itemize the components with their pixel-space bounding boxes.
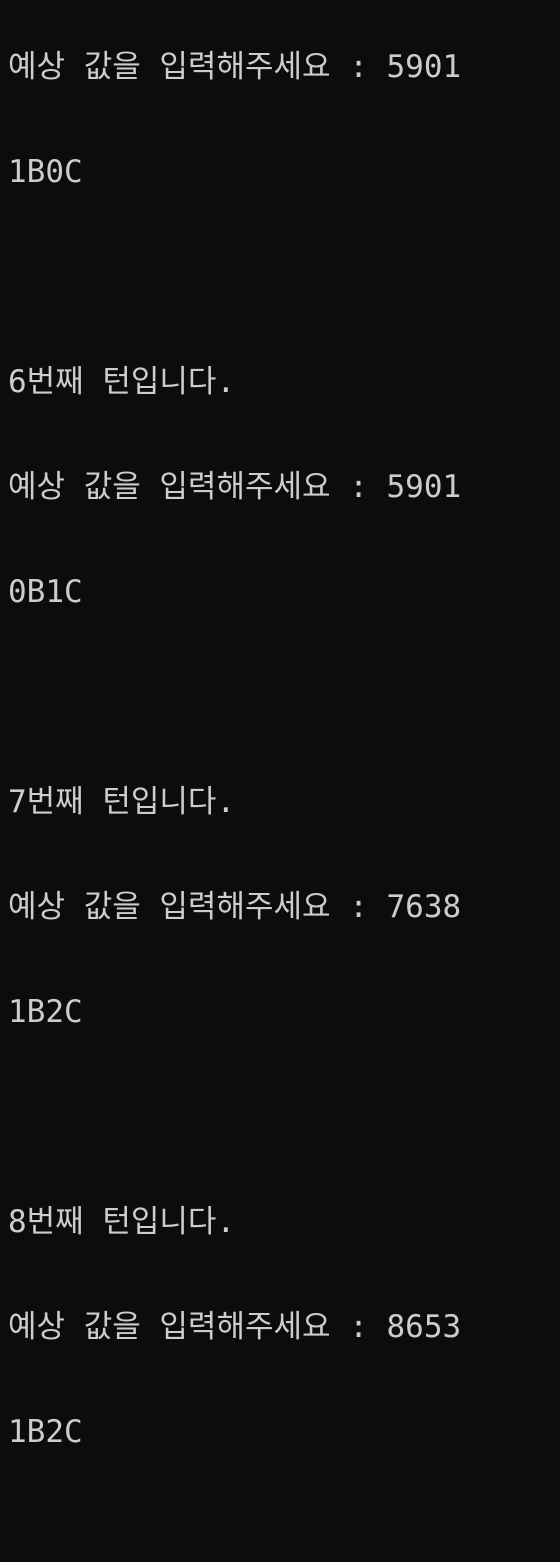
console-line: 6번째 턴입니다. [8, 364, 236, 400]
console-line: 예상 값을 입력해주세요 : 8653 [8, 1309, 462, 1345]
console-line: 0B1C [8, 574, 83, 610]
console-line-blank [8, 260, 560, 295]
console-line-blank [8, 1100, 560, 1135]
console-line: 예상 값을 입력해주세요 : 7638 [8, 889, 462, 925]
console-line: 1B2C [8, 994, 83, 1030]
console-line: 예상 값을 입력해주세요 : 5901 [8, 469, 462, 505]
console-line: 1B0C [8, 154, 83, 190]
console-line-blank [8, 680, 560, 715]
console-line: 7번째 턴입니다. [8, 784, 236, 820]
console-line: 예상 값을 입력해주세요 : 5901 [8, 49, 462, 85]
console-line: 8번째 턴입니다. [8, 1204, 236, 1240]
console-line-blank [8, 1520, 560, 1555]
console-output[interactable]: 예상 값을 입력해주세요 : 5901 1B0C 6번째 턴입니다. 예상 값을… [8, 0, 560, 1562]
console-line: 1B2C [8, 1414, 83, 1450]
